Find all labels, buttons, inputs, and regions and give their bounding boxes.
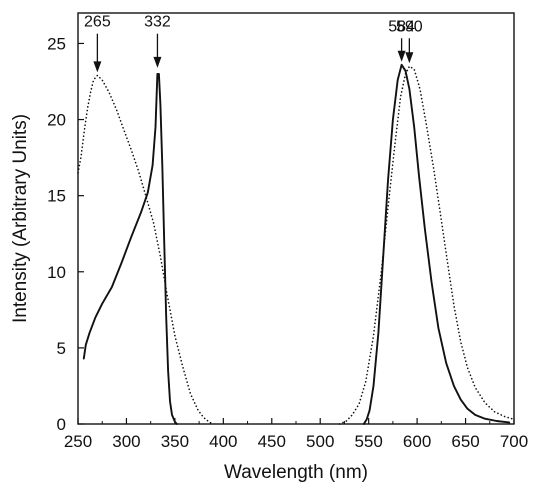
x-tick-label: 650	[451, 432, 479, 451]
annotation-arrow-head	[93, 61, 102, 73]
x-tick-label: 600	[403, 432, 431, 451]
x-tick-label: 300	[112, 432, 140, 451]
x-tick-label: 700	[500, 432, 528, 451]
y-tick-label: 20	[47, 111, 66, 130]
annotation-arrow-head	[153, 56, 162, 68]
y-tick-label: 0	[57, 415, 66, 434]
x-tick-label: 400	[209, 432, 237, 451]
x-axis-label: Wavelength (nm)	[224, 462, 368, 483]
y-tick-label: 25	[47, 34, 66, 53]
dotted-series-line-3	[77, 74, 215, 425]
dotted-series-line-4	[338, 65, 515, 425]
x-tick-label: 450	[258, 432, 286, 451]
annotation-arrow-head	[397, 50, 406, 62]
x-tick-label: 250	[64, 432, 92, 451]
x-tick-label: 550	[354, 432, 382, 451]
annotation-label: 590	[396, 18, 423, 35]
x-tick-label: 350	[161, 432, 189, 451]
x-tick-label: 500	[306, 432, 334, 451]
series-group	[77, 63, 515, 425]
axes: 250 300 350 400 450 500 550 600 650 700 0 5 10 15 20 25	[47, 12, 528, 451]
solid-series-line-2	[362, 63, 511, 425]
y-tick-label: 5	[57, 339, 66, 358]
solid-series-line-1	[82, 72, 178, 425]
annotation-arrow-head	[405, 52, 414, 64]
annotation-label: 332	[144, 14, 171, 31]
y-axis-label: Intensity (Arbitrary Units)	[10, 114, 31, 323]
y-tick-label: 10	[47, 263, 66, 282]
annotation-label: 265	[84, 14, 111, 31]
annotation-label: 584	[388, 18, 415, 35]
plot-frame	[77, 12, 515, 425]
y-tick-label: 15	[47, 187, 66, 206]
